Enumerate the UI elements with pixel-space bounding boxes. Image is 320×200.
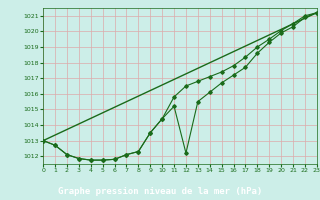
Text: Graphe pression niveau de la mer (hPa): Graphe pression niveau de la mer (hPa) (58, 186, 262, 196)
